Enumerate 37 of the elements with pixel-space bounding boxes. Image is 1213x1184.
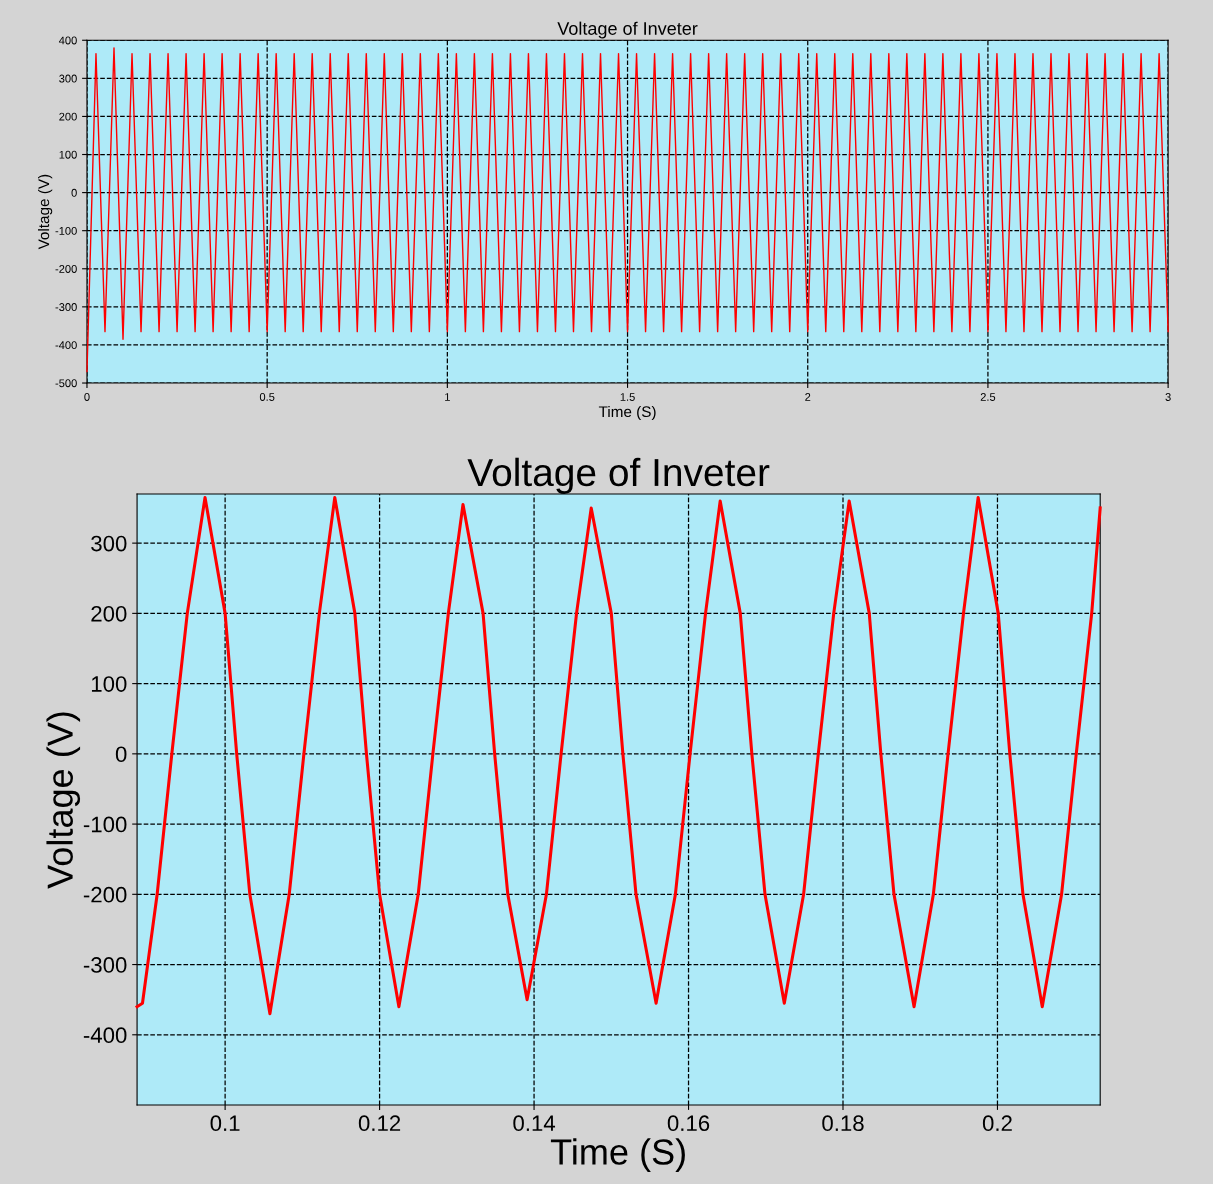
y-tick-label: 400	[58, 36, 77, 45]
chart-title: Voltage of Inveter	[557, 21, 698, 39]
y-tick-label: -100	[55, 226, 77, 235]
y-tick-label: 100	[59, 150, 77, 159]
x-tick-label: 0.5	[259, 393, 275, 401]
x-tick-label: 0.16	[667, 1115, 710, 1132]
x-tick-label: 2	[805, 393, 811, 401]
x-tick-label: 0.1	[210, 1115, 240, 1132]
y-axis-title: Voltage (V)	[37, 174, 53, 250]
y-tick-label: -500	[55, 379, 77, 388]
y-tick-label: -400	[55, 341, 77, 350]
y-tick-label: 0	[71, 188, 77, 197]
y-tick-label: -200	[55, 265, 77, 273]
y-tick-label: -400	[83, 1027, 127, 1044]
y-axis-title: Voltage (V)	[46, 712, 81, 889]
y-tick-label: 100	[91, 676, 127, 692]
y-tick-label: 300	[59, 74, 77, 83]
y-tick-label: -300	[83, 957, 127, 973]
x-tick-label: 2.5	[980, 393, 996, 401]
x-tick-label: 1.5	[620, 393, 635, 401]
x-tick-label: 0.12	[358, 1115, 401, 1132]
y-tick-label: 200	[59, 112, 77, 121]
y-tick-label: 0	[115, 746, 127, 763]
x-tick-label: 0.18	[822, 1115, 864, 1132]
y-tick-label: -100	[83, 816, 127, 833]
x-tick-label: 3	[1165, 393, 1171, 401]
y-tick-label: -200	[83, 886, 127, 903]
x-tick-label: 1	[445, 393, 450, 401]
y-tick-label: 300	[91, 535, 127, 552]
x-tick-label: 0.2	[982, 1115, 1012, 1132]
chart-title: Voltage of Inveter	[467, 457, 770, 494]
line-series	[86, 47, 1169, 373]
y-tick-label: -300	[55, 303, 77, 311]
x-axis-title: Time (S)	[598, 405, 656, 421]
x-tick-label: 0.14	[513, 1115, 556, 1132]
x-axis-title: Time (S)	[550, 1138, 685, 1172]
y-tick-label: 200	[91, 605, 127, 622]
